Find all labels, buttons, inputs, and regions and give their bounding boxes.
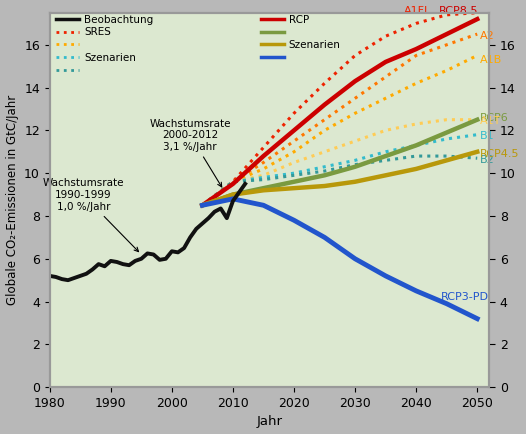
Text: Wachstumsrate
2000-2012
3,1 %/Jahr: Wachstumsrate 2000-2012 3,1 %/Jahr	[149, 118, 231, 187]
Text: A2: A2	[480, 31, 495, 41]
Text: A1FI: A1FI	[404, 6, 428, 16]
Text: A1B: A1B	[480, 55, 502, 65]
X-axis label: Jahr: Jahr	[257, 415, 282, 428]
Text: A1T: A1T	[480, 116, 502, 126]
Text: RCP6: RCP6	[480, 112, 509, 122]
Text: Wachstumsrate
1990-1999
1,0 %/Jahr: Wachstumsrate 1990-1999 1,0 %/Jahr	[43, 178, 138, 252]
Text: RCP3-PD: RCP3-PD	[441, 292, 489, 302]
Text: RCP8.5: RCP8.5	[439, 6, 479, 16]
Text: B1: B1	[480, 131, 495, 141]
Legend: RCP, , Szenarien, : RCP, , Szenarien,	[259, 13, 343, 65]
Text: B2: B2	[480, 155, 495, 165]
Y-axis label: Globale CO₂-Emissionen in GtC/Jahr: Globale CO₂-Emissionen in GtC/Jahr	[6, 95, 18, 305]
Text: RCP4.5: RCP4.5	[480, 149, 520, 159]
